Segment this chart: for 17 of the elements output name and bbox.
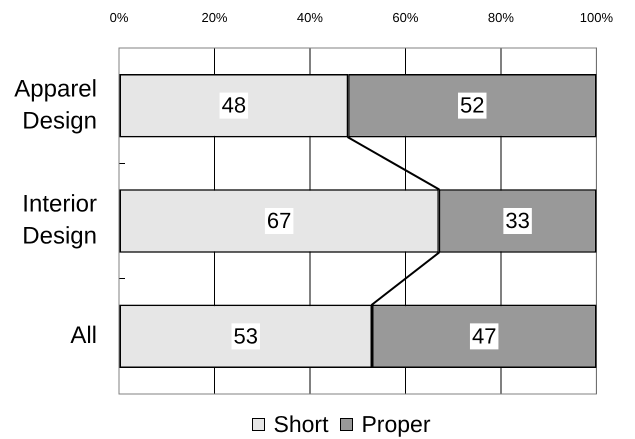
data-label: 52	[460, 92, 484, 118]
legend-label: Proper	[361, 410, 431, 436]
data-label: 48	[222, 92, 246, 118]
data-label: 67	[266, 208, 292, 234]
y-tick-label: All	[70, 322, 97, 349]
legend-label: Short	[273, 410, 328, 436]
data-label: 47	[472, 323, 496, 348]
x-tick-label: 0%	[110, 10, 129, 25]
data-label: 33	[505, 208, 530, 234]
x-tick-label: 40%	[296, 10, 324, 25]
x-tick-label: 20%	[201, 10, 228, 25]
y-tick-label: Interior Design	[22, 190, 97, 250]
y-tick-label: Apparel Design	[14, 75, 97, 134]
x-tick-label: 100%	[580, 10, 614, 25]
x-tick-label: 60%	[392, 10, 419, 25]
x-tick-label: 80%	[488, 10, 514, 25]
data-label: 53	[234, 323, 258, 348]
